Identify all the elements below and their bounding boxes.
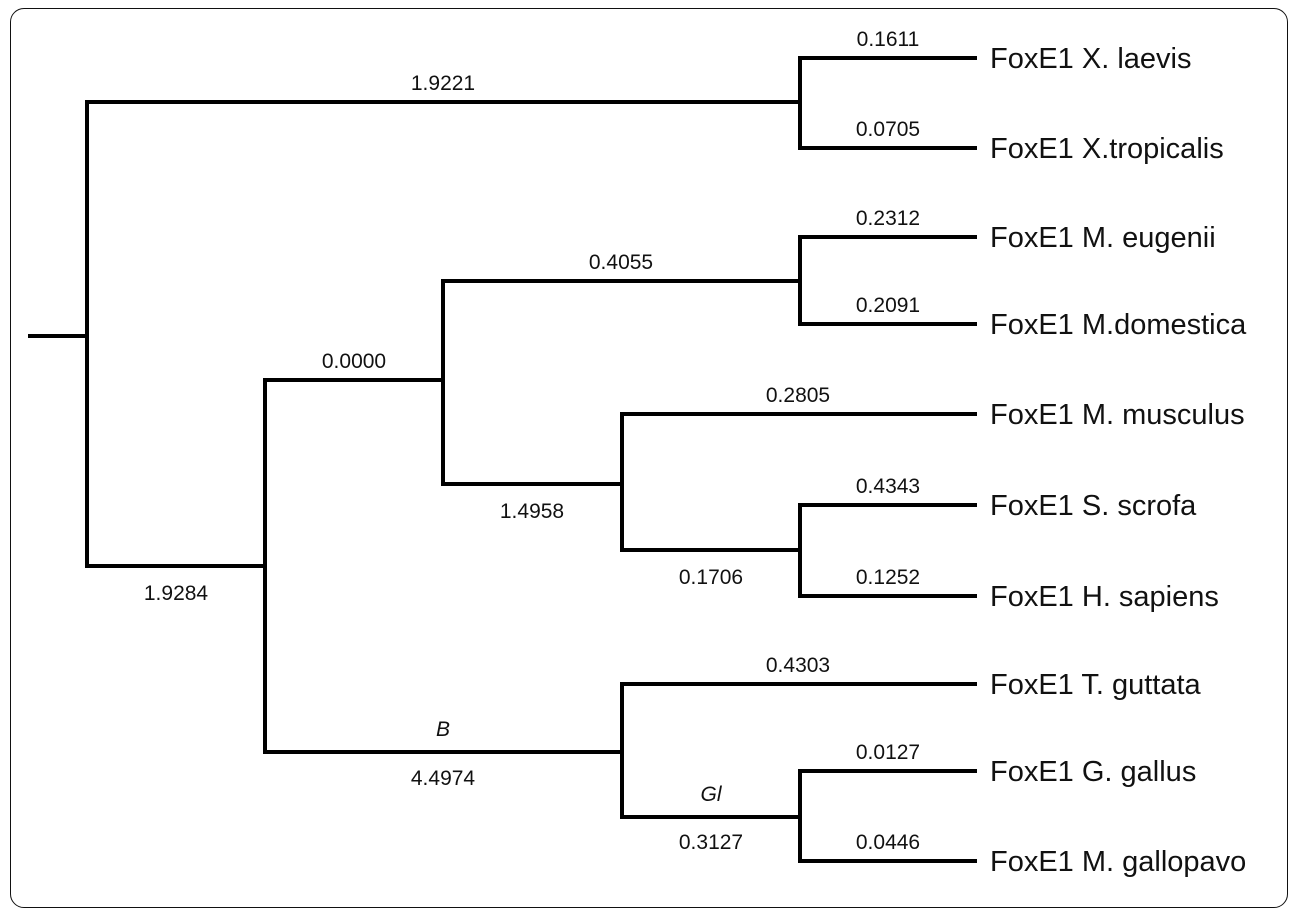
blen-galliform-clade: 0.3127 bbox=[679, 831, 743, 854]
taxon-label: FoxE1 X.tropicalis bbox=[990, 133, 1224, 165]
taxon-label: FoxE1 X. laevis bbox=[990, 43, 1191, 75]
blen-hsapiens: 0.1252 bbox=[856, 566, 920, 589]
blen-bird-clade: 4.4974 bbox=[411, 767, 476, 790]
taxon-label: FoxE1 H. sapiens bbox=[990, 581, 1219, 613]
blen-frog-clade: 1.9221 bbox=[411, 72, 475, 95]
clade-label-galliform: Gl bbox=[701, 783, 723, 806]
blen-xtropicalis: 0.0705 bbox=[856, 118, 920, 141]
blen-meugenii: 0.2312 bbox=[856, 207, 920, 230]
blen-xlaevis: 0.1611 bbox=[857, 28, 920, 51]
blen-amniote-clade: 1.9284 bbox=[144, 582, 209, 605]
blen-mgallopavo: 0.0446 bbox=[856, 831, 920, 854]
blen-sscrofa: 0.4343 bbox=[856, 475, 920, 498]
blen-mmusculus: 0.2805 bbox=[766, 384, 830, 407]
blen-eutherian-clade: 1.4958 bbox=[500, 500, 564, 523]
blen-sscrofa-hsapiens-clade: 0.1706 bbox=[679, 566, 743, 589]
taxon-label: FoxE1 M. gallopavo bbox=[990, 846, 1246, 878]
blen-mdomestica: 0.2091 bbox=[856, 294, 920, 317]
taxon-label: FoxE1 M.domestica bbox=[990, 309, 1247, 341]
taxon-label: FoxE1 M. eugenii bbox=[990, 222, 1216, 254]
blen-mammal-clade: 0.0000 bbox=[322, 350, 386, 373]
blen-ggallus: 0.0127 bbox=[856, 741, 920, 764]
clade-label-bird: B bbox=[436, 718, 450, 741]
blen-marsupial-clade: 0.4055 bbox=[589, 251, 653, 274]
taxon-label: FoxE1 S. scrofa bbox=[990, 490, 1197, 522]
taxon-label: FoxE1 M. musculus bbox=[990, 399, 1245, 431]
blen-tguttata: 0.4303 bbox=[766, 654, 830, 677]
taxon-label: FoxE1 G. gallus bbox=[990, 756, 1196, 788]
taxon-label: FoxE1 T. guttata bbox=[990, 669, 1202, 701]
